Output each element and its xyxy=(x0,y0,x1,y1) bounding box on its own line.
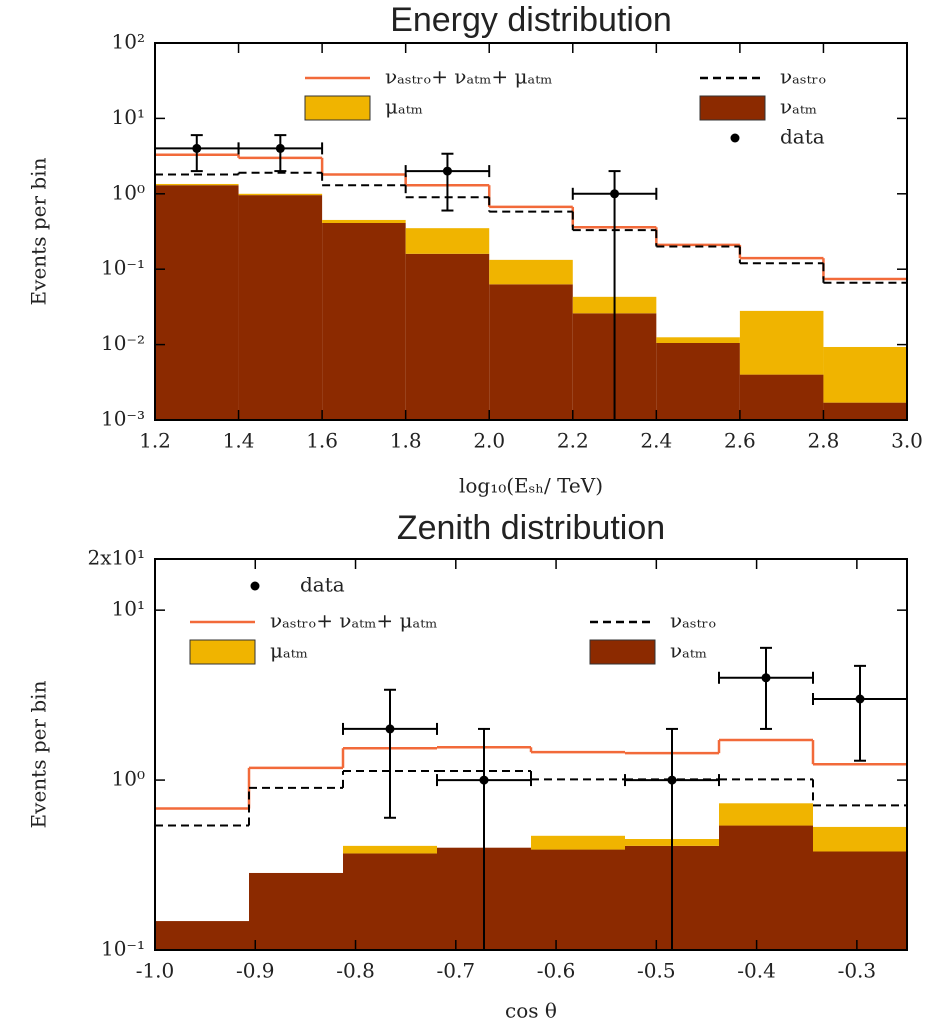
data-point xyxy=(610,189,620,199)
stacked-bar xyxy=(322,219,406,223)
data-point xyxy=(479,775,489,785)
y-tick-label: 2x10¹ xyxy=(88,546,145,570)
y-tick-label: 10² xyxy=(112,30,145,54)
legend-label: νₐₛₜᵣₒ xyxy=(780,65,826,89)
stacked-bar xyxy=(405,228,490,254)
bar xyxy=(249,872,343,950)
x-axis-label: cos θ xyxy=(505,999,557,1023)
bar xyxy=(813,851,907,950)
stacked-bar xyxy=(813,826,907,852)
bar xyxy=(405,253,490,420)
stacked-bar xyxy=(656,337,740,344)
legend-marker xyxy=(730,133,740,143)
plot-frame xyxy=(154,558,908,951)
legend-label: data xyxy=(300,573,345,597)
bar xyxy=(238,195,323,420)
legend-label: μₐₜₘ xyxy=(270,639,308,663)
x-tick-label: -1.0 xyxy=(136,959,175,983)
y-tick-label: 10⁻³ xyxy=(101,407,145,431)
x-tick-label: 2.6 xyxy=(724,429,756,453)
stacked-bar xyxy=(739,310,824,375)
y-tick-label: 10⁰ xyxy=(112,180,145,204)
legend-label: μₐₜₘ xyxy=(385,95,423,119)
x-tick-label: 3.0 xyxy=(891,429,923,453)
bar xyxy=(739,374,824,420)
x-tick-label: -0.4 xyxy=(737,959,776,983)
legend-label: νₐₛₜᵣₒ+ νₐₜₘ+ μₐₜₘ xyxy=(270,609,437,633)
x-tick-label: 1.6 xyxy=(306,429,338,453)
y-tick-label: 10⁻² xyxy=(101,331,145,355)
data-point xyxy=(192,143,202,153)
legend-swatch xyxy=(699,95,766,121)
legend-marker xyxy=(250,581,260,591)
chart-title: Zenith distribution xyxy=(397,509,665,547)
data-point xyxy=(275,143,285,153)
y-tick-label: 10¹ xyxy=(112,105,145,129)
data-point xyxy=(385,724,395,734)
stacked-bar xyxy=(823,346,907,403)
x-tick-label: -0.7 xyxy=(437,959,476,983)
legend-label: νₐₜₘ xyxy=(670,639,707,663)
plot-frame xyxy=(154,42,908,421)
x-tick-label: 1.8 xyxy=(390,429,422,453)
legend-label: data xyxy=(780,125,825,149)
y-tick-label: 10⁻¹ xyxy=(101,256,145,280)
x-tick-label: 2.4 xyxy=(640,429,672,453)
x-tick-label: 2.2 xyxy=(557,429,589,453)
stacked-bar xyxy=(343,845,437,854)
y-tick-label: 10¹ xyxy=(112,597,145,621)
bar xyxy=(656,343,740,420)
bar xyxy=(155,921,249,950)
legend-swatch xyxy=(304,95,371,121)
bar xyxy=(531,849,625,950)
bar xyxy=(719,825,813,950)
bar xyxy=(343,853,437,950)
legend-swatch xyxy=(189,639,256,665)
bar xyxy=(155,185,239,420)
x-tick-label: 2.0 xyxy=(473,429,505,453)
data-point xyxy=(855,694,865,704)
legend-swatch xyxy=(589,639,656,665)
x-axis-label: log₁₀(Eₛₕ/ TeV) xyxy=(459,474,603,498)
x-tick-label: -0.5 xyxy=(637,959,676,983)
data-point xyxy=(442,166,452,176)
y-tick-label: 10⁻¹ xyxy=(101,937,145,961)
x-tick-label: -0.6 xyxy=(537,959,576,983)
legend-label: νₐₛₜᵣₒ+ νₐₜₘ+ μₐₜₘ xyxy=(385,65,552,89)
bar xyxy=(322,222,406,420)
y-tick-label: 10⁰ xyxy=(112,767,145,791)
bar xyxy=(823,402,907,420)
stacked-bar xyxy=(238,193,323,196)
legend-label: νₐₜₘ xyxy=(780,95,817,119)
bar xyxy=(489,284,573,420)
y-axis-label: Events per bin xyxy=(27,157,51,305)
data-point xyxy=(667,775,677,785)
stacked-bar xyxy=(489,259,573,285)
x-tick-label: 2.8 xyxy=(808,429,840,453)
legend-label: νₐₛₜᵣₒ xyxy=(670,609,716,633)
stacked-bar xyxy=(719,803,813,826)
x-tick-label: -0.9 xyxy=(236,959,275,983)
x-tick-label: -0.3 xyxy=(838,959,877,983)
chart-title: Energy distribution xyxy=(390,1,672,39)
x-tick-label: 1.4 xyxy=(223,429,255,453)
y-axis-label: Events per bin xyxy=(27,680,51,828)
stacked-bar xyxy=(155,183,239,186)
x-tick-label: -0.8 xyxy=(336,959,375,983)
data-point xyxy=(761,673,771,683)
stacked-bar xyxy=(531,835,625,850)
x-tick-label: 1.2 xyxy=(139,429,171,453)
